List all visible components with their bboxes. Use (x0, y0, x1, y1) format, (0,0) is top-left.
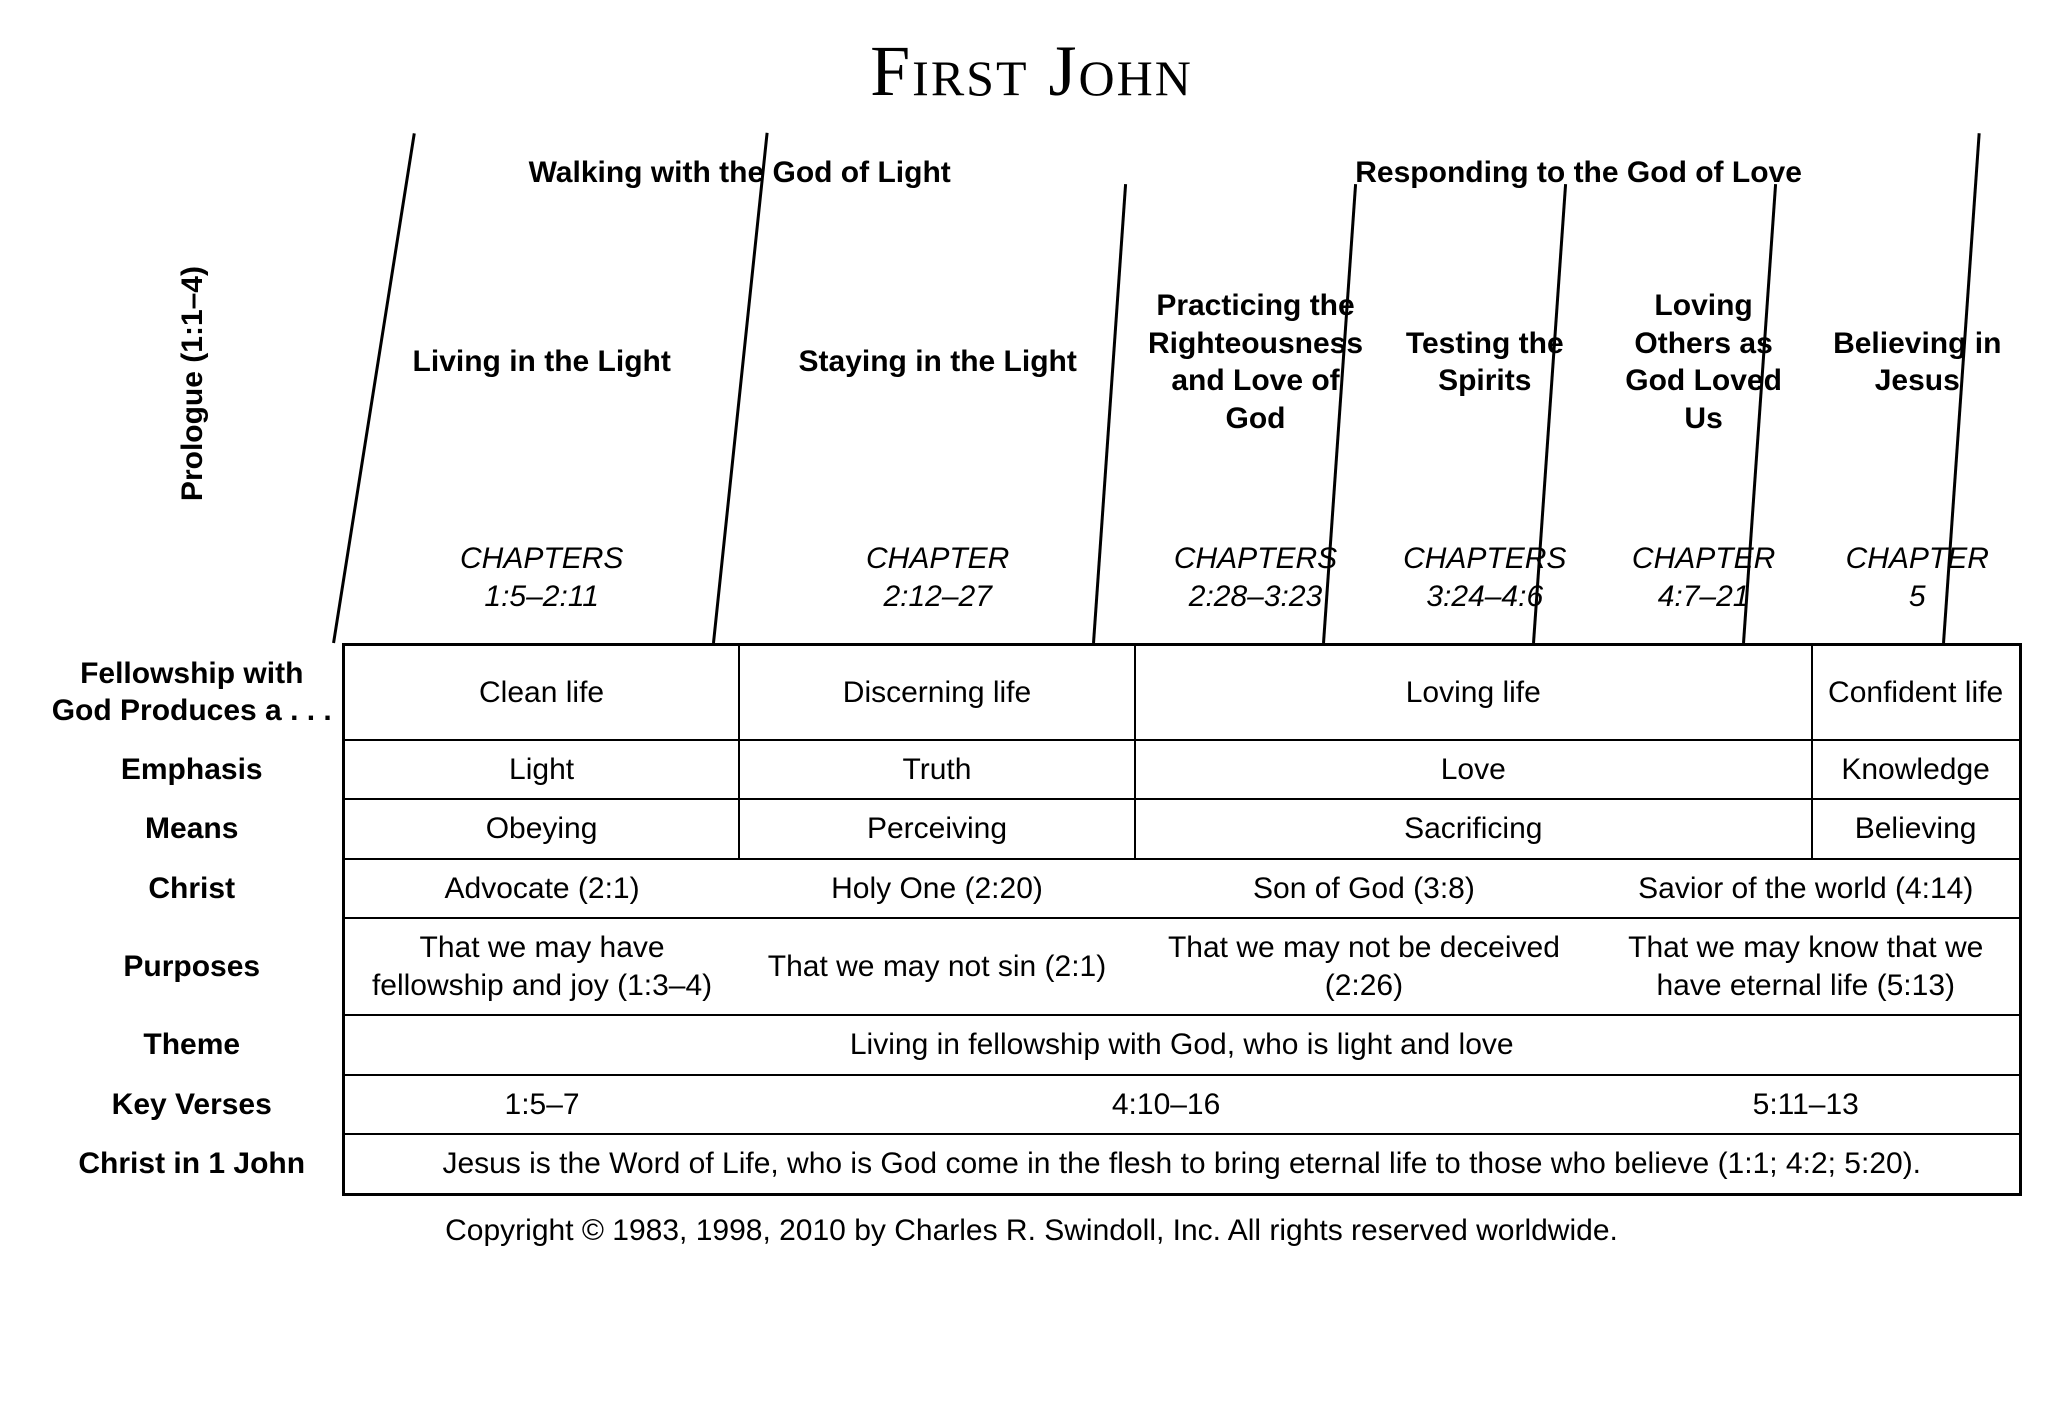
row-label-emphasis: Emphasis (42, 740, 344, 800)
prologue-label: Prologue (1:1–4) (42, 133, 344, 643)
row-label-christ: Christ (42, 859, 344, 919)
cell-means-0: Obeying (343, 799, 739, 859)
cell-purposes-0: That we may have fellowship and joy (1:3… (343, 918, 739, 1015)
cell-purposes-3: That we may know that we have eternal li… (1593, 918, 2020, 1015)
cell-fellowship-2: Loving life (1135, 645, 1812, 740)
cell-emphasis-3: Knowledge (1812, 740, 2020, 800)
cell-fellowship-0: Clean life (343, 645, 739, 740)
chapter-ref-0: CHAPTERS1:5–2:11 (344, 512, 740, 643)
cell-means-2: Sacrificing (1135, 799, 1812, 859)
section-head-0: Walking with the God of Light (344, 133, 1136, 212)
chapter-ref-3: CHAPTERS3:24–4:6 (1375, 512, 1594, 643)
copyright-notice: Copyright © 1983, 1998, 2010 by Charles … (42, 1214, 2022, 1248)
row-label-christ_in: Christ in 1 John (42, 1134, 344, 1194)
cell-christ-2: Son of God (3:8) (1135, 859, 1593, 919)
cell-christ-3: Savior of the world (4:14) (1593, 859, 2020, 919)
section-head-1: Responding to the God of Love (1136, 133, 2022, 212)
row-label-purposes: Purposes (42, 918, 344, 1015)
row-label-key_verses: Key Verses (42, 1075, 344, 1135)
cell-christ_in-0: Jesus is the Word of Life, who is God co… (343, 1134, 2020, 1194)
column-head-0: Living in the Light (344, 212, 740, 512)
header-table: Prologue (1:1–4)Walking with the God of … (42, 133, 2022, 643)
column-head-3: Testing the Spirits (1375, 212, 1594, 512)
cell-christ-1: Holy One (2:20) (739, 859, 1135, 919)
chapter-ref-4: CHAPTER4:7–21 (1594, 512, 1813, 643)
cell-purposes-2: That we may not be deceived (2:26) (1135, 918, 1593, 1015)
row-label-fellowship: Fellowship with God Produces a . . . (42, 645, 344, 740)
cell-christ-0: Advocate (2:1) (343, 859, 739, 919)
page-title: First John (42, 30, 2022, 113)
row-label-means: Means (42, 799, 344, 859)
cell-theme-0: Living in fellowship with God, who is li… (343, 1015, 2020, 1075)
body-table: Fellowship with God Produces a . . .Clea… (42, 643, 2022, 1196)
chapter-ref-1: CHAPTER2:12–27 (740, 512, 1136, 643)
cell-means-1: Perceiving (739, 799, 1135, 859)
column-head-1: Staying in the Light (740, 212, 1136, 512)
cell-fellowship-3: Confident life (1812, 645, 2020, 740)
cell-key_verses-1: 4:10–16 (739, 1075, 1593, 1135)
column-head-2: Practicing the Righteousness and Love of… (1136, 212, 1376, 512)
chart-header-area: Prologue (1:1–4)Walking with the God of … (42, 133, 2022, 643)
cell-key_verses-2: 5:11–13 (1593, 1075, 2020, 1135)
cell-fellowship-1: Discerning life (739, 645, 1135, 740)
cell-means-3: Believing (1812, 799, 2020, 859)
cell-emphasis-1: Truth (739, 740, 1135, 800)
chapter-ref-5: CHAPTER5 (1813, 512, 2022, 643)
cell-purposes-1: That we may not sin (2:1) (739, 918, 1135, 1015)
cell-key_verses-0: 1:5–7 (343, 1075, 739, 1135)
cell-emphasis-0: Light (343, 740, 739, 800)
row-label-theme: Theme (42, 1015, 344, 1075)
chapter-ref-2: CHAPTERS2:28–3:23 (1136, 512, 1376, 643)
column-head-4: Loving Others as God Loved Us (1594, 212, 1813, 512)
cell-emphasis-2: Love (1135, 740, 1812, 800)
column-head-5: Believing in Jesus (1813, 212, 2022, 512)
